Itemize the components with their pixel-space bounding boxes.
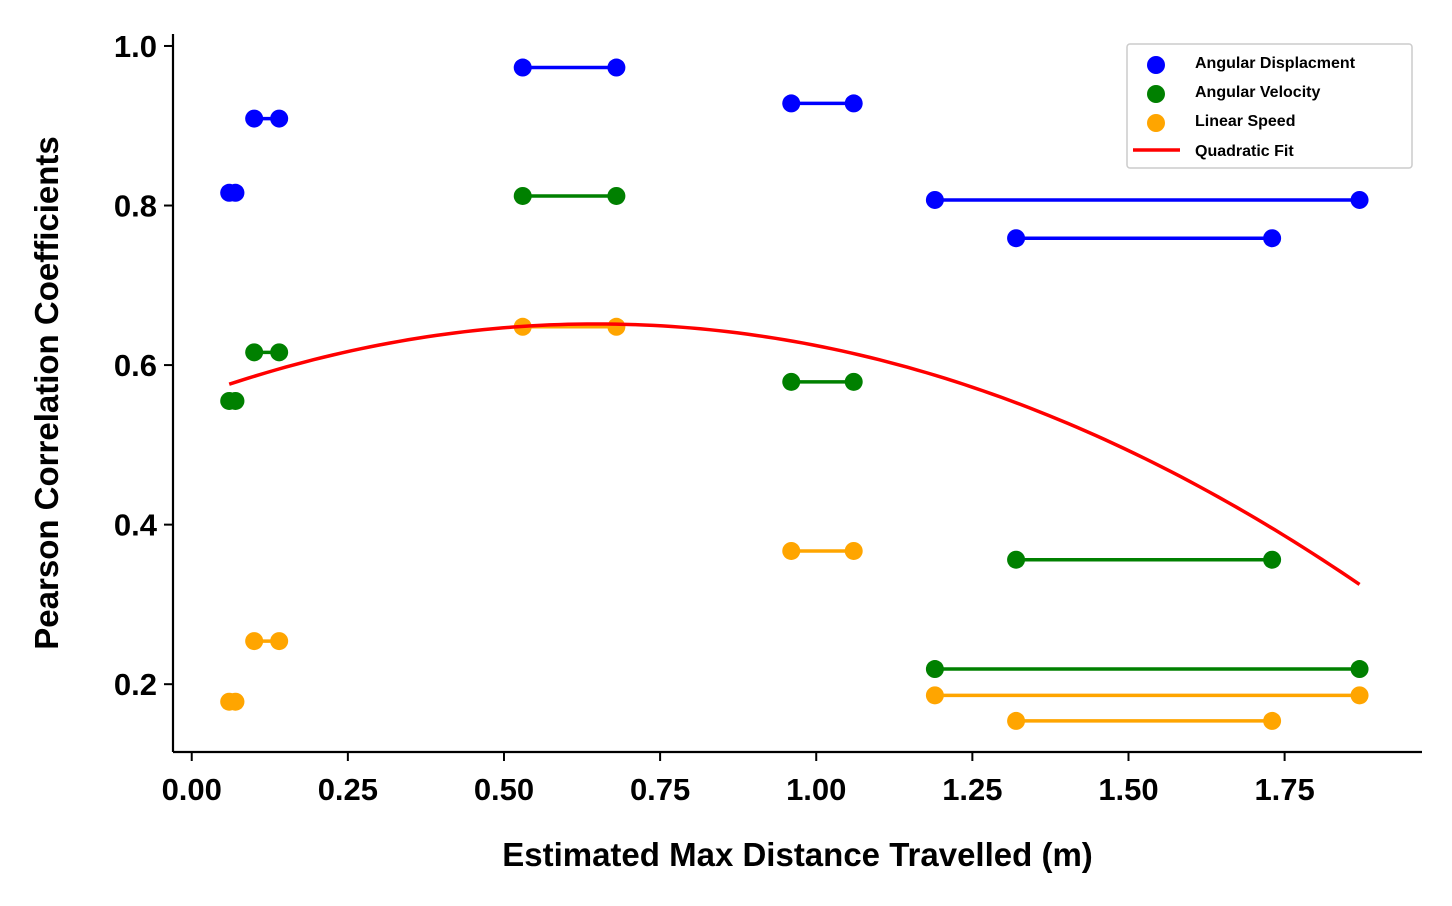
data-point bbox=[1263, 229, 1282, 248]
data-point bbox=[925, 686, 944, 705]
data-point bbox=[844, 372, 863, 391]
data-point bbox=[607, 317, 626, 336]
data-point bbox=[607, 58, 626, 77]
quadratic-fit-line bbox=[228, 322, 1361, 586]
x-tick-label: 1.00 bbox=[786, 772, 846, 807]
data-point bbox=[1263, 550, 1282, 569]
x-axis-title: Estimated Max Distance Travelled (m) bbox=[502, 836, 1093, 873]
data-point bbox=[1007, 711, 1026, 730]
y-tick-label: 0.4 bbox=[114, 508, 158, 543]
data-point bbox=[245, 343, 264, 362]
data-point bbox=[782, 372, 801, 391]
legend-label: Angular Velocity bbox=[1195, 84, 1320, 101]
legend-marker bbox=[1147, 85, 1165, 103]
y-tick-label: 0.2 bbox=[114, 667, 157, 702]
data-point bbox=[844, 541, 863, 560]
data-point bbox=[226, 692, 245, 711]
data-point bbox=[782, 94, 801, 113]
legend-label: Linear Speed bbox=[1195, 113, 1295, 130]
data-point bbox=[270, 343, 289, 362]
data-point bbox=[245, 632, 264, 651]
data-point bbox=[513, 58, 532, 77]
data-point bbox=[1263, 711, 1282, 730]
legend-label: Angular Displacment bbox=[1195, 55, 1356, 72]
legend: Angular Displacment Angular Velocity Linea… bbox=[1126, 43, 1413, 169]
x-tick-label: 0.75 bbox=[630, 772, 690, 807]
data-point bbox=[270, 632, 289, 651]
y-tick-label: 0.8 bbox=[114, 189, 157, 224]
data-point bbox=[513, 186, 532, 205]
axes: 0.00 0.25 0.50 0.75 1.00 1.25 1.50 1.75 0.2 0.4 0.… bbox=[28, 29, 1422, 873]
y-tick-label: 1.0 bbox=[114, 29, 157, 64]
x-tick-label: 1.25 bbox=[942, 772, 1002, 807]
plot-area bbox=[220, 58, 1369, 730]
data-point bbox=[1350, 686, 1369, 705]
data-point bbox=[245, 109, 264, 128]
data-point bbox=[925, 190, 944, 209]
data-point bbox=[1007, 229, 1026, 248]
data-point bbox=[226, 391, 245, 410]
data-point bbox=[1350, 190, 1369, 209]
y-axis-title: Pearson Correlation Coefficients bbox=[28, 136, 65, 649]
data-point bbox=[1350, 660, 1369, 679]
legend-marker bbox=[1147, 114, 1165, 132]
legend-box bbox=[1126, 43, 1413, 169]
data-point bbox=[270, 109, 289, 128]
x-tick-label: 0.50 bbox=[474, 772, 534, 807]
data-point bbox=[1007, 550, 1026, 569]
x-tick-label: 0.25 bbox=[318, 772, 378, 807]
legend-label: Quadratic Fit bbox=[1195, 143, 1294, 160]
data-point bbox=[925, 660, 944, 679]
x-tick-label: 0.00 bbox=[162, 772, 222, 807]
x-tick-label: 1.50 bbox=[1098, 772, 1158, 807]
data-point bbox=[782, 541, 801, 560]
data-point bbox=[844, 94, 863, 113]
legend-marker bbox=[1147, 56, 1165, 74]
x-tick-label: 1.75 bbox=[1254, 772, 1314, 807]
data-point bbox=[607, 186, 626, 205]
data-point bbox=[226, 183, 245, 202]
y-tick-label: 0.6 bbox=[114, 348, 157, 383]
